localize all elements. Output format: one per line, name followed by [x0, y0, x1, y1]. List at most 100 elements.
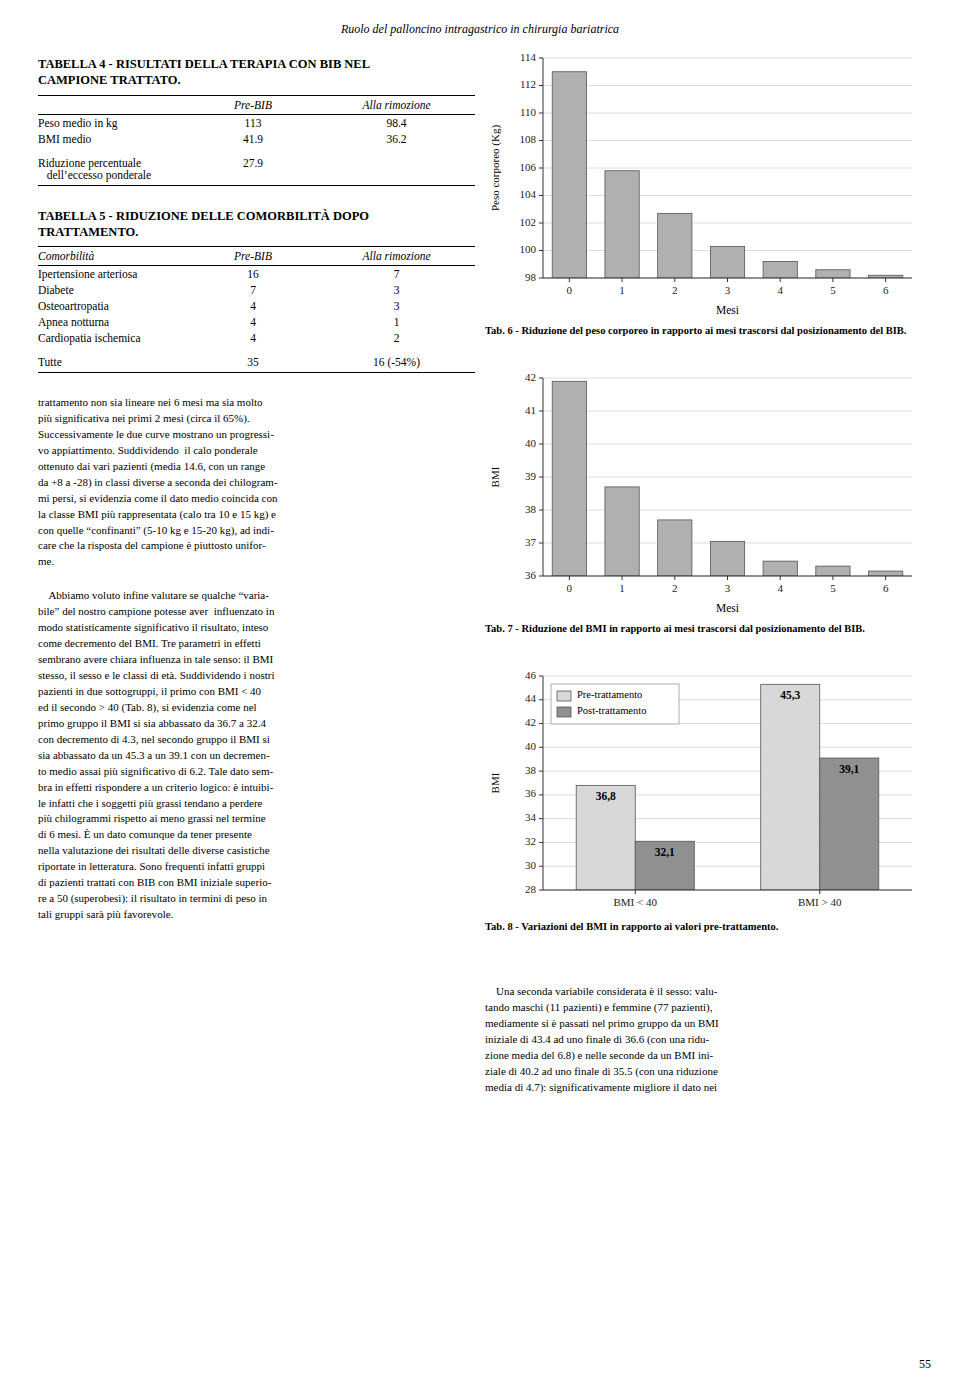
left-column: TABELLA 4 - RISULTATI DELLA TERAPIA CON … — [38, 56, 475, 923]
table-header-cell: Comorbilità — [38, 247, 188, 266]
tick-mark — [727, 576, 728, 580]
tick-label: 3 — [725, 284, 731, 296]
row-label: Riduzione percentuale dell’eccesso ponde… — [38, 147, 188, 186]
y-axis — [543, 378, 544, 576]
tick-label: 0 — [567, 284, 573, 296]
tick-mark — [780, 576, 781, 580]
tick-mark — [539, 747, 543, 748]
tick-label: 28 — [525, 883, 537, 895]
y-axis — [543, 676, 544, 890]
table-row: Cardiopatia ischemica42 — [38, 330, 475, 346]
bar — [816, 270, 850, 278]
bar — [710, 541, 744, 576]
tick-label: 2 — [672, 582, 678, 594]
body-text: Una seconda variabile considerata è il s… — [485, 984, 922, 1096]
table-cell: 36.2 — [318, 131, 475, 147]
table-row: Peso medio in kg11398.4 — [38, 114, 475, 131]
tick-mark — [539, 378, 543, 379]
legend: Pre-trattamentoPost-trattamento — [551, 684, 679, 724]
tick-label: 4 — [777, 284, 783, 296]
row-label: Peso medio in kg — [38, 114, 188, 131]
data-label: 45,3 — [780, 689, 800, 701]
table-body: Ipertensione arteriosa167Diabete73Osteoa… — [38, 266, 475, 373]
tick-label: 34 — [525, 811, 537, 823]
table-head: Pre-BIBAlla rimozione — [38, 95, 475, 114]
tick-mark — [780, 278, 781, 282]
table-cell: 3 — [318, 282, 475, 298]
tick-mark — [539, 140, 543, 141]
tick-mark — [539, 676, 543, 677]
x-axis — [543, 278, 912, 279]
table-cell: 7 — [188, 282, 318, 298]
tick-label: 106 — [520, 161, 537, 173]
table: Pre-BIBAlla rimozionePeso medio in kg113… — [38, 95, 475, 186]
grid-line — [543, 411, 912, 412]
table-cell: 7 — [318, 266, 475, 283]
table-cell: 16 (-54%) — [318, 346, 475, 373]
chart: 981001021041061081101121140123456MesiPes… — [485, 48, 922, 320]
tick-mark — [539, 794, 543, 795]
row-label: Osteoartropatia — [38, 298, 188, 314]
tick-mark — [539, 195, 543, 196]
chart-panel: 28303234363840424446BMI < 40BMI > 4036,8… — [485, 666, 922, 934]
table-header-cell — [38, 95, 188, 114]
page-title: Ruolo del palloncino intragastrico in ch… — [0, 22, 960, 37]
chart-caption: Tab. 6 - Riduzione del peso corporeo in … — [485, 324, 922, 338]
tick-label: 100 — [520, 243, 537, 255]
bar — [605, 487, 639, 576]
bar — [552, 72, 586, 278]
tick-mark — [539, 543, 543, 544]
chart-panel: 981001021041061081101121140123456MesiPes… — [485, 48, 922, 338]
x-axis-label: Mesi — [716, 304, 739, 316]
tick-label: 1 — [619, 582, 625, 594]
grid-line — [543, 510, 912, 511]
table-header-cell: Alla rimozione — [318, 95, 475, 114]
tick-mark — [539, 223, 543, 224]
chart: 28303234363840424446BMI < 40BMI > 4036,8… — [485, 666, 922, 916]
bar — [816, 566, 850, 576]
tick-label: 102 — [520, 216, 537, 228]
tick-label: 40 — [525, 437, 537, 449]
bar — [605, 171, 639, 278]
tick-label: 104 — [520, 188, 537, 200]
grid-line — [543, 378, 912, 379]
body-text: Abbiamo voluto infine valutare se qualch… — [38, 588, 475, 923]
chart: 363738394041420123456MesiBMI — [485, 368, 922, 618]
body-text: trattamento non sia lineare nei 6 mesi m… — [38, 395, 475, 570]
row-label: Tutte — [38, 346, 188, 373]
table: ComorbilitàPre-BIBAlla rimozioneIpertens… — [38, 246, 475, 373]
bars — [552, 381, 903, 576]
tick-label: 36 — [525, 569, 537, 581]
tick-label: 114 — [520, 51, 537, 63]
tick-mark — [539, 477, 543, 478]
tick-mark — [622, 278, 623, 282]
row-label: Diabete — [38, 282, 188, 298]
legend-entry: Post-trattamento — [577, 705, 646, 716]
y-axis — [543, 58, 544, 278]
tick-label: 6 — [883, 284, 889, 296]
x-axis-label: Mesi — [716, 602, 739, 614]
tick-mark — [539, 510, 543, 511]
bar — [820, 758, 879, 890]
tick-label: 32 — [525, 835, 536, 847]
bar — [763, 561, 797, 576]
y-axis-label: Peso corporeo (Kg) — [489, 125, 502, 211]
tick-mark — [539, 576, 543, 577]
bar — [552, 381, 586, 576]
grid-line — [543, 278, 912, 279]
tick-mark — [539, 278, 543, 279]
table-cell: 4 — [188, 330, 318, 346]
tick-mark — [727, 278, 728, 282]
table-cell: 113 — [188, 114, 318, 131]
grid-line — [543, 223, 912, 224]
tick-label: 38 — [525, 764, 537, 776]
grid-line — [543, 676, 912, 677]
table-cell: 27.9 — [188, 147, 318, 186]
grid-line — [543, 113, 912, 114]
chart-caption: Tab. 7 - Riduzione del BMI in rapporto a… — [485, 622, 922, 636]
table-body: Peso medio in kg11398.4BMI medio41.936.2… — [38, 114, 475, 185]
data-label: 39,1 — [839, 763, 859, 775]
table-header-cell: Pre-BIB — [188, 247, 318, 266]
tick-mark — [885, 576, 886, 580]
table-row: Tutte3516 (-54%) — [38, 346, 475, 373]
